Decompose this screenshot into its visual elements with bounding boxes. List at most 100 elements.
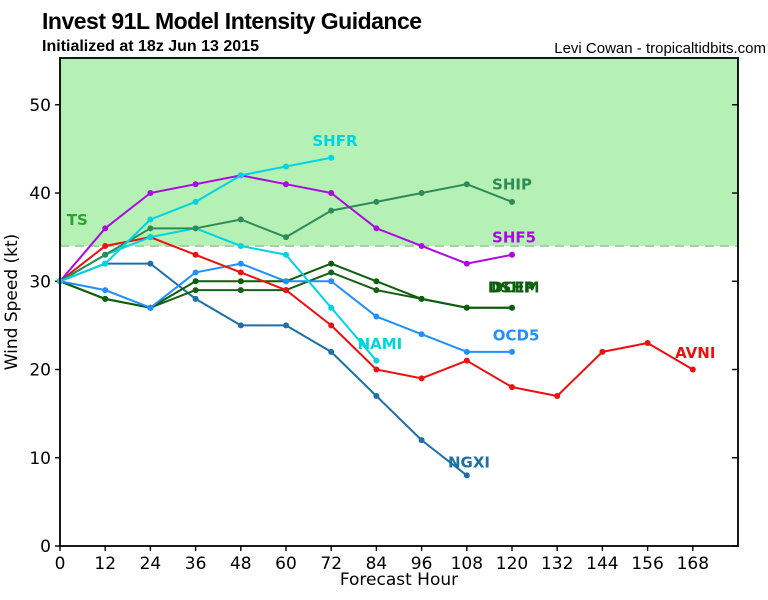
series-marker-NGXI	[328, 348, 335, 355]
x-axis-tick-label: 60	[275, 554, 297, 574]
series-marker-SHF5	[509, 251, 515, 258]
x-axis-title: Forecast Hour	[340, 570, 458, 590]
series-marker-SHF5	[328, 190, 335, 197]
x-axis-tick-label: 156	[631, 554, 663, 574]
x-axis-tick-label: 168	[677, 554, 709, 574]
series-marker-DCEM	[328, 269, 335, 276]
x-axis-tick-label: 72	[320, 554, 342, 574]
series-marker-OCD5	[283, 278, 289, 285]
series-marker-AVNI	[554, 392, 561, 399]
y-axis-tick-label: 20	[29, 361, 51, 381]
y-axis-tick-label: 30	[29, 272, 51, 292]
series-marker-SHF5	[418, 242, 425, 249]
series-marker-DSHP	[237, 278, 244, 285]
chart-title: Invest 91L Model Intensity Guidance	[42, 8, 422, 34]
series-marker-AVNI	[237, 269, 244, 276]
series-marker-DSHP	[509, 304, 515, 311]
series-marker-SHF5	[102, 225, 109, 232]
series-marker-SHF5	[373, 225, 380, 232]
series-marker-OCD5	[147, 304, 154, 311]
series-marker-NGXI	[283, 322, 289, 329]
series-marker-DCEM	[237, 287, 244, 294]
x-axis-tick-label: 36	[185, 554, 207, 574]
series-marker-AVNI	[373, 366, 380, 373]
x-axis-tick-label: 48	[230, 554, 252, 574]
series-marker-SHFR	[283, 163, 289, 170]
y-axis-tick-label: 40	[29, 184, 51, 204]
series-marker-NAMI	[283, 251, 289, 258]
series-marker-NGXI	[418, 437, 425, 444]
series-marker-SHF5	[463, 260, 470, 267]
series-label-DSHP: DSHP	[488, 279, 535, 297]
series-marker-SHIP	[283, 234, 289, 241]
x-axis-tick-label: 24	[140, 554, 162, 574]
series-marker-SHIP	[237, 216, 244, 223]
series-marker-DSHP	[418, 295, 425, 302]
x-axis-tick-label: 0	[55, 554, 66, 574]
series-marker-OCD5	[192, 269, 199, 276]
series-marker-DSHP	[373, 278, 380, 285]
series-marker-DSHP	[102, 295, 109, 302]
series-marker-NGXI	[192, 295, 199, 302]
y-axis-title: Wind Speed (kt)	[2, 234, 22, 371]
series-marker-SHFR	[102, 260, 109, 267]
series-marker-SHF5	[192, 181, 199, 188]
x-axis-tick-label: 144	[586, 554, 618, 574]
series-label-OCD5: OCD5	[493, 326, 540, 344]
series-marker-OCD5	[509, 348, 515, 355]
series-marker-OCD5	[328, 278, 335, 285]
series-marker-NAMI	[237, 242, 244, 249]
series-marker-SHIP	[373, 198, 380, 205]
x-axis-tick-label: 12	[94, 554, 116, 574]
series-marker-SHIP	[102, 251, 109, 258]
series-marker-AVNI	[644, 340, 651, 347]
series-line-NGXI	[59, 262, 468, 477]
series-label-AVNI: AVNI	[675, 344, 715, 362]
series-marker-AVNI	[689, 366, 696, 373]
series-label-NGXI: NGXI	[448, 453, 490, 471]
series-marker-NAMI	[373, 357, 380, 364]
series-marker-SHIP	[147, 225, 154, 232]
series-marker-DSHP	[463, 304, 470, 311]
series-marker-SHFR	[328, 154, 335, 161]
y-axis-tick-label: 10	[29, 449, 51, 469]
series-marker-SHIP	[192, 225, 199, 232]
series-marker-DCEM	[373, 287, 380, 294]
series-marker-SHIP	[328, 207, 335, 214]
series-marker-NGXI	[147, 260, 154, 267]
x-axis-tick-label: 132	[541, 554, 573, 574]
y-axis-tick-label: 50	[29, 96, 51, 116]
series-marker-NAMI	[328, 304, 335, 311]
series-marker-OCD5	[463, 348, 470, 355]
series-marker-SHF5	[283, 181, 289, 188]
series-marker-SHF5	[147, 190, 154, 197]
ts-threshold-band	[60, 58, 738, 246]
series-marker-NGXI	[237, 322, 244, 329]
series-marker-OCD5	[373, 313, 380, 320]
y-axis-tick-label: 0	[40, 537, 51, 557]
series-marker-DSHP	[192, 278, 199, 285]
series-marker-AVNI	[328, 322, 335, 329]
series-label-DCEM: DCEM	[491, 279, 540, 297]
series-marker-SHIP	[509, 198, 515, 205]
chart-credit: Levi Cowan - tropicaltidbits.com	[554, 40, 766, 57]
series-marker-AVNI	[102, 242, 109, 249]
series-marker-NGXI	[463, 472, 470, 479]
series-marker-AVNI	[599, 348, 606, 355]
series-marker-SHFR	[147, 216, 154, 223]
x-axis-tick-label: 96	[411, 554, 433, 574]
series-label-NAMI: NAMI	[358, 335, 403, 353]
series-marker-SHIP	[418, 190, 425, 197]
series-marker-AVNI	[192, 251, 199, 258]
series-marker-AVNI	[463, 357, 470, 364]
series-marker-NAMI	[147, 234, 154, 241]
series-label-SHIP: SHIP	[492, 175, 532, 193]
series-marker-OCD5	[237, 260, 244, 267]
ts-threshold-label: TS	[67, 211, 88, 229]
series-marker-AVNI	[509, 384, 515, 391]
series-marker-SHIP	[463, 181, 470, 188]
x-axis-tick-label: 84	[366, 554, 388, 574]
chart-subtitle: Initialized at 18z Jun 13 2015	[42, 38, 259, 55]
